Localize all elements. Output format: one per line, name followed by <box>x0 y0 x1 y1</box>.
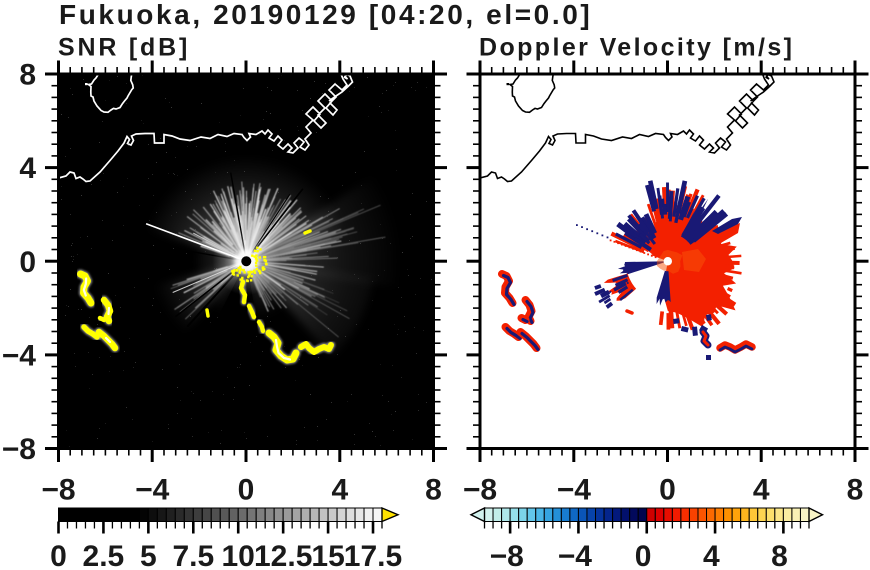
svg-text:7.5: 7.5 <box>172 540 214 570</box>
svg-text:0: 0 <box>635 540 652 570</box>
svg-text:0: 0 <box>50 540 67 570</box>
svg-text:−4: −4 <box>2 339 37 372</box>
svg-text:4: 4 <box>331 474 348 507</box>
svg-text:−8: −8 <box>490 540 524 570</box>
svg-text:4: 4 <box>753 474 770 507</box>
svg-text:−4: −4 <box>558 540 593 570</box>
svg-text:Doppler Velocity [m/s]: Doppler Velocity [m/s] <box>479 34 794 62</box>
svg-text:5: 5 <box>140 540 157 570</box>
svg-text:SNR [dB]: SNR [dB] <box>58 34 190 62</box>
svg-text:4: 4 <box>19 152 36 185</box>
svg-text:15: 15 <box>311 540 344 570</box>
svg-text:0: 0 <box>238 474 255 507</box>
svg-text:2.5: 2.5 <box>83 540 125 570</box>
svg-text:8: 8 <box>771 540 788 570</box>
svg-text:−8: −8 <box>463 474 497 507</box>
svg-text:−8: −8 <box>41 474 75 507</box>
svg-text:8: 8 <box>425 474 442 507</box>
svg-text:0: 0 <box>19 246 36 279</box>
svg-text:8: 8 <box>19 59 36 92</box>
svg-text:17.5: 17.5 <box>344 540 402 570</box>
svg-text:4: 4 <box>703 540 720 570</box>
svg-text:12.5: 12.5 <box>254 540 312 570</box>
svg-text:0: 0 <box>659 474 676 507</box>
svg-text:10: 10 <box>222 540 255 570</box>
svg-text:Fukuoka, 20190129 [04:20, el=0: Fukuoka, 20190129 [04:20, el=0.0] <box>59 0 592 30</box>
svg-text:8: 8 <box>847 474 864 507</box>
svg-text:−8: −8 <box>2 433 36 466</box>
svg-text:−4: −4 <box>557 474 592 507</box>
svg-text:−4: −4 <box>135 474 170 507</box>
